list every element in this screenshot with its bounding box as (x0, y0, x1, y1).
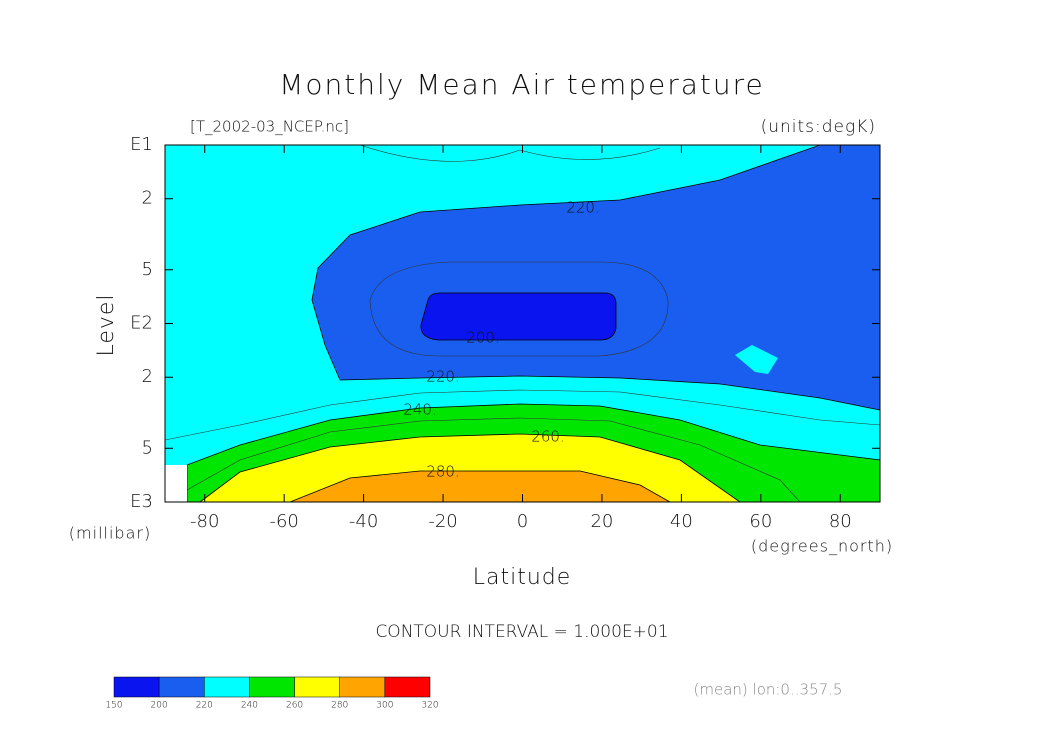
x-unit-label: (degrees_north) (751, 537, 893, 556)
contour-label: 240. (403, 401, 436, 419)
colorbar-label: 260 (286, 701, 303, 711)
colorbar-label: 300 (376, 701, 393, 711)
x-tick-label: 40 (670, 511, 693, 532)
y-tick-label: 5 (142, 437, 153, 458)
colorbar-label: 200 (151, 701, 168, 711)
missing-data (165, 465, 187, 502)
colorbar-swatch (294, 676, 340, 698)
x-tick-label: -80 (190, 511, 219, 532)
y-tick-label: E2 (130, 313, 153, 334)
colorbar-label: 320 (421, 701, 438, 711)
note: (mean) lon:0..357.5 (694, 681, 843, 699)
contour-label: 220. (426, 368, 459, 386)
colorbar-label: 280 (331, 701, 348, 711)
x-tick-label: -20 (428, 511, 457, 532)
file-label: [T_2002-03_NCEP.nc] (190, 118, 349, 136)
contour-region (311, 144, 881, 411)
colorbar-swatch (384, 676, 431, 698)
colorbar-swatch (113, 676, 160, 698)
y-tick-label: E3 (130, 491, 153, 512)
contour-region (420, 292, 617, 341)
contour-interval: CONTOUR INTERVAL = 1.000E+01 (375, 622, 668, 642)
contour-label: 260. (531, 428, 564, 446)
colorbar-swatch (158, 676, 205, 698)
x-tick-label: -60 (269, 511, 298, 532)
contour-region (735, 345, 778, 374)
x-tick-label: 80 (829, 511, 852, 532)
x-tick-label: 0 (517, 511, 528, 532)
y-tick-label: 2 (142, 366, 153, 387)
colorbar-label: 240 (241, 701, 258, 711)
y-unit-label: (millibar) (69, 524, 151, 543)
colorbar-label: 220 (196, 701, 213, 711)
plot-area (164, 144, 881, 503)
units-label: (units:degK) (761, 117, 876, 137)
x-axis-label: Latitude (473, 565, 572, 590)
chart-title: Monthly Mean Air temperature (279, 68, 765, 101)
colorbar-swatch (339, 676, 386, 698)
contour-label: 200. (466, 329, 499, 347)
x-tick-label: -40 (349, 511, 378, 532)
y-axis-label: Level (94, 293, 119, 356)
contour-label: 280. (426, 463, 459, 481)
y-tick-label: 2 (142, 188, 153, 209)
colorbar-swatch (204, 676, 250, 698)
y-tick-label: 5 (142, 259, 153, 280)
contour-label: 220. (566, 199, 599, 217)
contour-line (164, 389, 881, 441)
contour-line (186, 417, 801, 503)
y-tick-label: E1 (130, 134, 153, 155)
colorbar-swatch (249, 676, 295, 698)
x-tick-label: 60 (749, 511, 772, 532)
x-tick-label: 20 (590, 511, 613, 532)
colorbar-label: 150 (105, 701, 122, 711)
contour-line (359, 144, 661, 162)
contour-line (369, 261, 669, 357)
